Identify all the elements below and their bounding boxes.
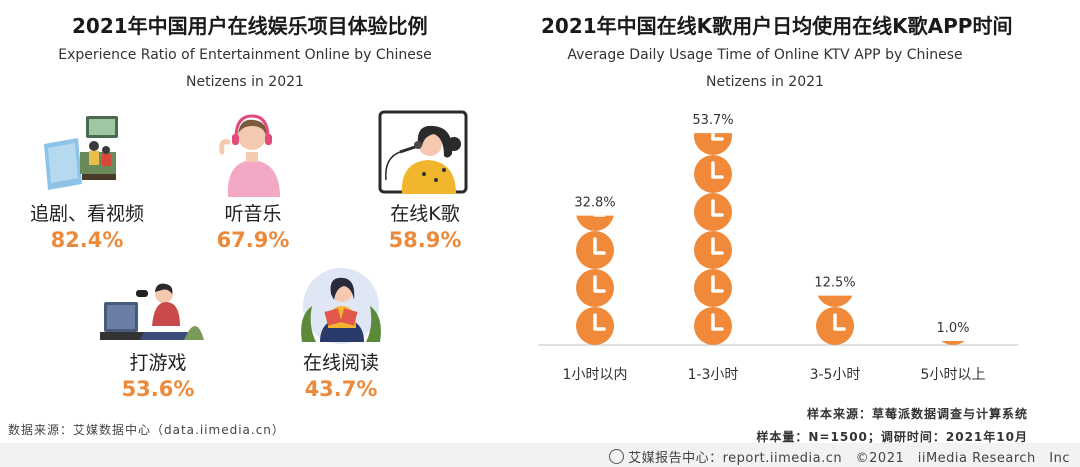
left-data-source: 数据来源：艾媒数据中心（data.iimedia.cn） [8, 423, 285, 437]
footer-text: 艾媒报告中心：report.iimedia.cn ©2021 iiMedia R… [609, 447, 1070, 466]
clock-icon [816, 231, 854, 269]
footer-bar: 艾媒报告中心：report.iimedia.cn ©2021 iiMedia R… [0, 443, 1080, 467]
data-label: 12.5% [814, 276, 855, 291]
item-label: 在线K歌 [390, 203, 460, 225]
category-label: 5小时以上 [921, 367, 986, 383]
data-label: 32.8% [574, 196, 615, 211]
clock-hands [835, 239, 844, 253]
left-subtitle-line1: Experience Ratio of Entertainment Online… [58, 47, 432, 63]
right-subtitle-line2: Netizens in 2021 [706, 74, 824, 90]
clock-icon [817, 295, 853, 307]
clock-hands [711, 199, 724, 217]
bar-3 [816, 231, 854, 345]
bar-4 [934, 269, 972, 345]
left-subtitle-line2: Netizens in 2021 [186, 74, 304, 90]
right-chart-subtitle: Average Daily Usage Time of Online KTV A… [545, 42, 985, 96]
item-value: 58.9% [388, 228, 462, 252]
clock-hands [711, 313, 724, 331]
usage-time-chart: 32.8% 1小时以内 53.7% 1-3小时 12.5% 3-5小时 1.0% 5小时以上 [538, 95, 1018, 383]
clock-icon [576, 155, 614, 193]
entertainment-item-music: 听音乐 67.9% [183, 199, 323, 252]
bar-2 [694, 95, 732, 345]
clock-hands [593, 313, 606, 331]
clock-hands [713, 95, 722, 101]
gamer-icon [100, 283, 204, 340]
data-label: 1.0% [936, 321, 969, 336]
clock-icon [934, 269, 972, 307]
reader-icon [301, 268, 381, 344]
footer-label: 艾媒报告中心：report.iimedia.cn ©2021 iiMedia R… [628, 451, 1070, 466]
item-label: 在线阅读 [302, 352, 379, 374]
karaoke-singer-icon [378, 110, 468, 194]
globe-icon [609, 449, 625, 464]
item-value: 82.4% [50, 228, 124, 252]
clock-hands [711, 275, 724, 293]
clock-icon [941, 341, 965, 345]
headphone-listener-icon [219, 114, 280, 197]
item-label: 听音乐 [224, 203, 282, 225]
left-chart-title: 2021年中国用户在线娱乐项目体验比例 [72, 14, 428, 38]
clock-hands [711, 161, 724, 179]
clock-hands [833, 313, 846, 331]
clock-hands [593, 237, 606, 255]
clock-hands [953, 277, 962, 291]
category-label: 3-5小时 [810, 367, 861, 383]
tv-viewer-icon [44, 116, 118, 190]
item-value: 67.9% [216, 228, 290, 252]
category-label: 1-3小时 [688, 367, 739, 383]
entertainment-item-gaming: 打游戏 53.6% [88, 348, 228, 401]
item-label: 打游戏 [129, 352, 187, 374]
clock-icon [576, 215, 614, 231]
item-label: 追剧、看视频 [29, 203, 144, 225]
entertainment-item-reading: 在线阅读 43.7% [271, 348, 411, 401]
bar-1 [576, 155, 614, 345]
right-chart-title: 2021年中国在线K歌用户日均使用在线K歌APP时间 [541, 14, 1013, 38]
entertainment-item-karaoke: 在线K歌 58.9% [355, 199, 495, 252]
clock-hands [595, 163, 604, 177]
left-chart-subtitle: Experience Ratio of Entertainment Online… [30, 42, 460, 96]
sample-source: 样本来源：草莓派数据调查与计算系统 [806, 407, 1028, 421]
clock-hands [711, 133, 724, 141]
clock-hands [593, 275, 606, 293]
item-value: 43.7% [304, 377, 378, 401]
item-value: 53.6% [121, 377, 195, 401]
right-subtitle-line1: Average Daily Usage Time of Online KTV A… [567, 47, 963, 63]
sample-size: 样本量：N=1500；调研时间：2021年10月 [756, 430, 1028, 444]
category-label: 1小时以内 [563, 367, 628, 383]
clock-hands [711, 237, 724, 255]
entertainment-item-video: 追剧、看视频 82.4% [17, 199, 157, 252]
data-label: 53.7% [692, 113, 733, 128]
